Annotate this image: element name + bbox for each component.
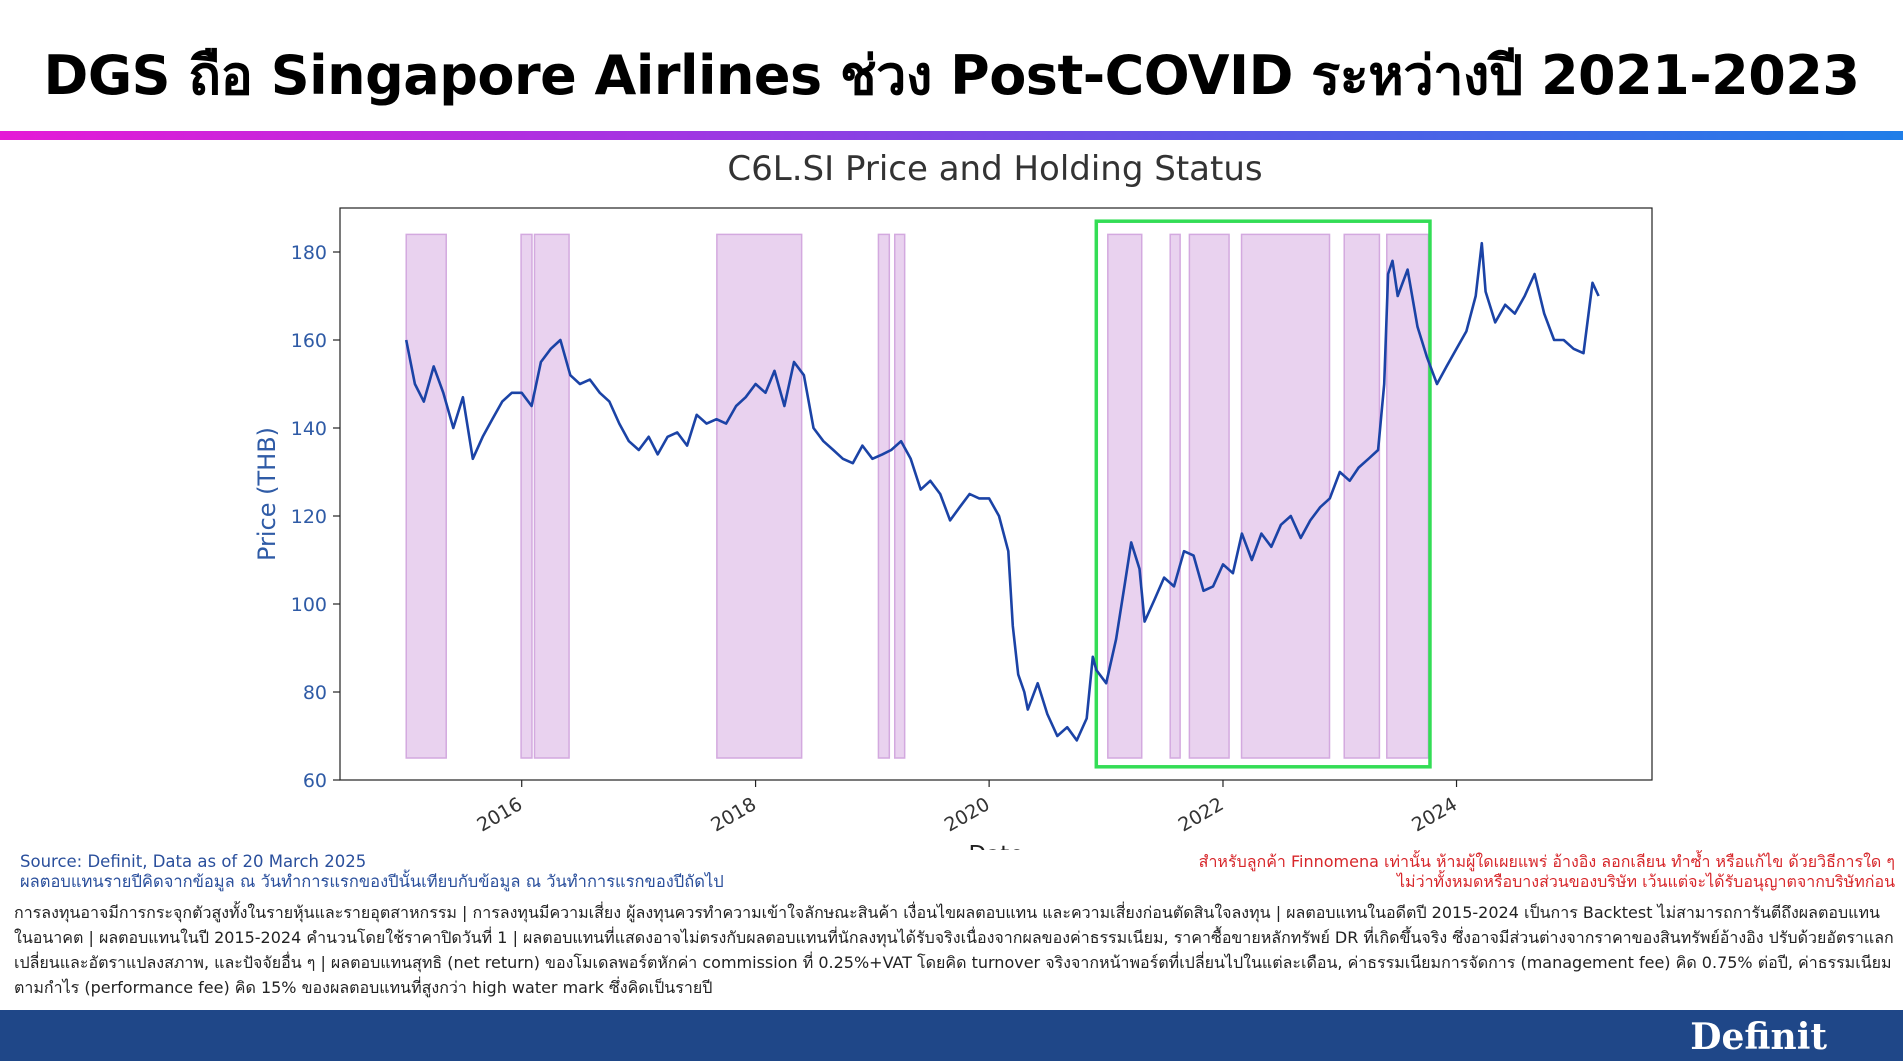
- y-tick-label: 60: [303, 770, 327, 792]
- holding-period-band: [1169, 233, 1181, 759]
- y-tick-label: 160: [291, 330, 327, 352]
- holding-period-band: [520, 233, 533, 759]
- y-tick-label: 100: [291, 594, 327, 616]
- price-series-line: [404, 241, 1600, 742]
- holding-period-band: [405, 233, 447, 759]
- copyright-notice: สำหรับลูกค้า Finnomena เท่านั้น ห้ามผู้ใ…: [1199, 852, 1895, 892]
- y-tick-label: 140: [291, 418, 327, 440]
- x-axis-ticks: 2016 2018 2020 2022 2024: [473, 780, 1461, 837]
- holding-period-band: [893, 233, 906, 759]
- holding-period-band: [1386, 233, 1430, 759]
- page-headline: DGS ถือ Singapore Airlines ช่วง Post-COV…: [43, 44, 1860, 107]
- holding-period-band: [533, 233, 570, 759]
- x-axis-label: Date: [969, 842, 1024, 850]
- post-covid-highlight-box: [1094, 219, 1432, 769]
- chart-title: C6L.SI Price and Holding Status: [727, 149, 1262, 189]
- source-note: Source: Definit, Data as of 20 March 202…: [20, 852, 724, 892]
- plot-frame: [339, 207, 1653, 781]
- x-tick-label: 2018: [707, 793, 760, 836]
- holding-period-band: [877, 233, 891, 759]
- notice-line-2: ไม่ว่าทั้งหมดหรือบางส่วนของบริษัท เว้นแต…: [1396, 872, 1895, 891]
- source-line-1: Source: Definit, Data as of 20 March 202…: [20, 852, 367, 871]
- source-line-2: ผลตอบแทนรายปีคิดจากข้อมูล ณ วันทำการแรกข…: [20, 872, 724, 891]
- holding-period-band: [716, 233, 803, 759]
- y-tick-label: 180: [291, 242, 327, 264]
- x-tick-label: 2024: [1408, 793, 1461, 836]
- footer-bar: [0, 1010, 1903, 1061]
- holding-period-band: [1188, 233, 1230, 759]
- holding-period-band: [1343, 233, 1381, 759]
- y-axis-label: Price (THB): [253, 427, 281, 561]
- chart: C6L.SI Price and Holding Status 60 80 100 1…: [253, 149, 1653, 850]
- y-tick-label: 80: [303, 682, 327, 704]
- y-axis-ticks: 60 80 100 120 140 160 180: [291, 242, 340, 792]
- x-tick-label: 2022: [1175, 793, 1228, 836]
- gradient-divider: [0, 131, 1903, 140]
- holding-periods: [405, 233, 1430, 759]
- x-tick-label: 2016: [473, 793, 526, 836]
- notice-line-1: สำหรับลูกค้า Finnomena เท่านั้น ห้ามผู้ใ…: [1198, 852, 1895, 871]
- highlight-layer: [1094, 219, 1432, 769]
- y-tick-label: 120: [291, 506, 327, 528]
- x-tick-label: 2020: [941, 793, 994, 836]
- disclaimer-text: การลงทุนอาจมีการกระจุกตัวสูงทั้งในรายหุ้…: [14, 903, 1894, 997]
- holding-period-band: [1107, 233, 1143, 759]
- brand-logo: Definit: [1690, 1016, 1827, 1058]
- holding-period-band: [1240, 233, 1331, 759]
